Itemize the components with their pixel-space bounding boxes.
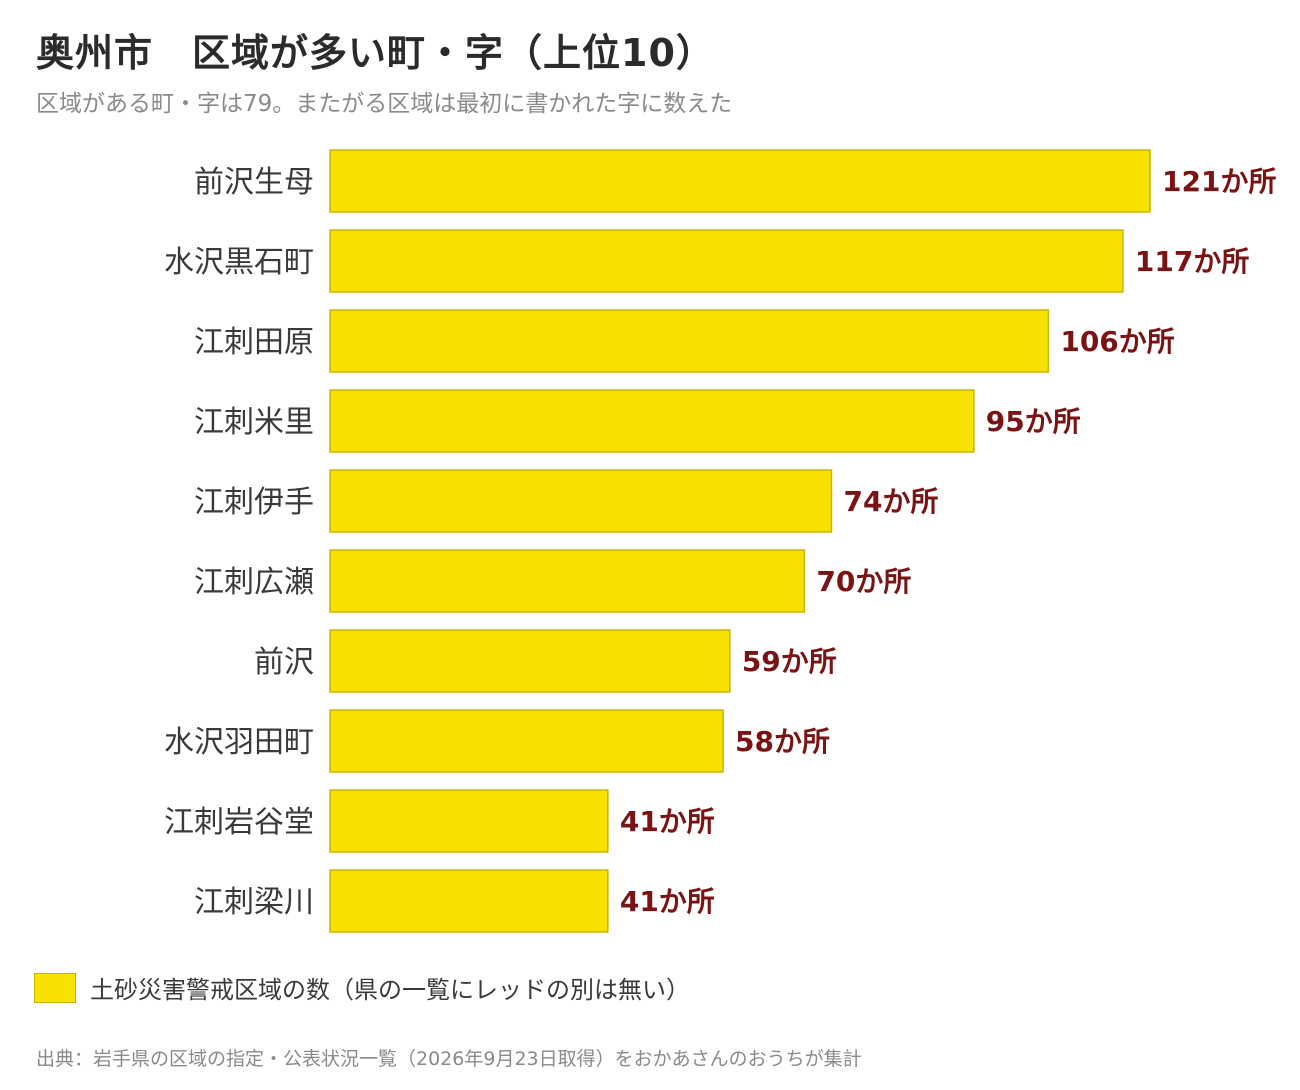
value-label: 95か所 bbox=[986, 405, 1081, 438]
legend: 土砂災害警戒区域の数（県の一覧にレッドの別は無い） bbox=[34, 970, 690, 1005]
chart-subtitle: 区域がある町・字は79。またがる区域は最初に書かれた字に数えた bbox=[36, 91, 733, 117]
chart-title: 奥州市 区域が多い町・字（上位10） bbox=[36, 31, 715, 75]
value-label: 121か所 bbox=[1162, 165, 1276, 198]
value-label: 74か所 bbox=[843, 485, 938, 518]
category-label: 江刺広瀬 bbox=[194, 565, 314, 600]
category-label: 前沢 bbox=[254, 645, 314, 680]
value-label: 41か所 bbox=[620, 885, 715, 918]
bar bbox=[329, 229, 1124, 293]
value-label: 41か所 bbox=[620, 805, 715, 838]
bar bbox=[329, 629, 731, 693]
bar bbox=[329, 469, 833, 533]
bar bbox=[329, 869, 609, 933]
legend-swatch bbox=[34, 972, 76, 1003]
category-label: 江刺田原 bbox=[194, 325, 314, 360]
bar bbox=[329, 149, 1151, 213]
bar bbox=[329, 389, 975, 453]
category-label: 江刺梁川 bbox=[194, 885, 314, 920]
category-label: 水沢羽田町 bbox=[164, 725, 314, 760]
category-label: 江刺伊手 bbox=[194, 485, 314, 520]
category-label: 前沢生母 bbox=[194, 165, 314, 200]
category-label: 江刺岩谷堂 bbox=[164, 805, 314, 840]
bar bbox=[329, 709, 724, 773]
value-label: 59か所 bbox=[742, 645, 837, 678]
legend-label: 土砂災害警戒区域の数（県の一覧にレッドの別は無い） bbox=[90, 976, 690, 1004]
value-label: 70か所 bbox=[816, 565, 911, 598]
bar bbox=[329, 789, 609, 853]
value-label: 106か所 bbox=[1060, 325, 1174, 358]
bar bbox=[329, 309, 1050, 373]
bar bbox=[329, 549, 806, 613]
category-label: 水沢黒石町 bbox=[164, 245, 314, 280]
value-label: 117か所 bbox=[1135, 245, 1249, 278]
category-label: 江刺米里 bbox=[194, 405, 314, 440]
source-note: 出典：岩手県の区域の指定・公表状況一覧（2026年9月23日取得）をおかあさんの… bbox=[36, 1048, 862, 1070]
value-label: 58か所 bbox=[735, 725, 830, 758]
